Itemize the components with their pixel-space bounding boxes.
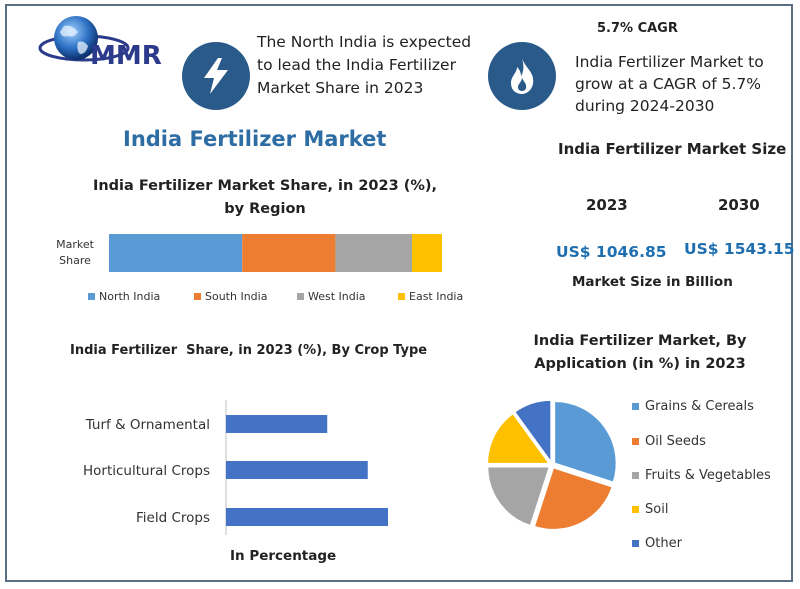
pie-legend-label-soil: Soil — [645, 502, 668, 517]
legend-swatch-east-india — [398, 293, 405, 300]
lightning-icon — [204, 58, 228, 94]
region-chart: Market Share North India South India West I… — [40, 228, 480, 308]
pie-slice-grains-cereals — [553, 400, 618, 484]
legend-label-east-india: East India — [409, 290, 463, 303]
market-size-footer: Market Size in Billion — [572, 274, 733, 290]
region-category-label: Market Share — [56, 238, 94, 267]
pie-slice-other — [513, 399, 552, 465]
lightning-badge — [182, 42, 250, 110]
pie-legend-label-oil-seeds: Oil Seeds — [645, 434, 706, 449]
pie-legend-swatch-grains-cereals — [632, 403, 639, 410]
pie-legend-swatch-oil-seeds — [632, 438, 639, 445]
region-bar-west-india — [335, 234, 413, 272]
logo-text: MMR — [90, 41, 162, 71]
pie-legend-swatch-other — [632, 540, 639, 547]
crop-chart-title: India Fertilizer Share, in 2023 (%), By … — [70, 343, 428, 358]
crop-tick-field-crops: Field Crops — [136, 510, 210, 526]
legend-swatch-west-india — [297, 293, 304, 300]
pie-slice-fruits-vegetables — [486, 466, 551, 527]
cagr-title: 5.7% CAGR — [597, 21, 678, 36]
year-2030: 2030 — [718, 196, 760, 214]
logo: MMR — [38, 12, 168, 74]
pie-slice-oil-seeds — [533, 466, 614, 531]
pie-legend-label-fruits-vegetables: Fruits & Vegetables — [645, 468, 771, 483]
pie-legend-label-grains-cereals: Grains & Cereals — [645, 399, 754, 414]
application-chart: Grains & Cereals Oil Seeds Fruits & Vegeta… — [480, 395, 790, 565]
crop-xlabel: In Percentage — [230, 548, 336, 564]
region-bar-north-india — [109, 234, 243, 272]
pie-legend-swatch-fruits-vegetables — [632, 472, 639, 479]
region-chart-svg: Market Share North India South India West I… — [56, 234, 463, 303]
value-2023: US$ 1046.85 — [556, 243, 667, 261]
flame-icon — [511, 58, 534, 94]
region-bar-east-india — [412, 234, 442, 272]
year-2023: 2023 — [586, 196, 628, 214]
pie-legend-label-other: Other — [645, 536, 683, 551]
globe-icon: MMR — [38, 16, 162, 71]
pie-chart-title: India Fertilizer Market, By Application … — [533, 333, 747, 372]
value-2030: US$ 1543.15 — [684, 240, 795, 258]
crop-tick-horticultural-crops: Horticultural Crops — [83, 463, 210, 479]
crop-bar-turf-ornamental — [226, 415, 328, 433]
application-chart-svg: Grains & Cereals Oil Seeds Fruits & Vegeta… — [486, 399, 771, 551]
crop-bar-horticultural-crops — [226, 461, 368, 479]
region-chart-title: India Fertilizer Market Share, in 2023 (… — [92, 178, 438, 217]
market-size-title: India Fertilizer Market Size — [558, 140, 787, 158]
legend-label-north-india: North India — [99, 290, 160, 303]
pie-slice-soil — [486, 412, 551, 465]
north-india-callout: The North India is expected to lead the … — [257, 33, 472, 97]
crop-bar-field-crops — [226, 508, 388, 526]
pie-legend-swatch-soil — [632, 506, 639, 513]
crop-chart: Turf & Ornamental Horticultural Crops Fiel… — [40, 400, 420, 570]
crop-chart-svg: Turf & Ornamental Horticultural Crops Fiel… — [83, 400, 388, 564]
legend-swatch-south-india — [194, 293, 201, 300]
legend-swatch-north-india — [88, 293, 95, 300]
main-title: India Fertilizer Market — [123, 127, 387, 151]
region-bar-south-india — [242, 234, 336, 272]
crop-tick-turf-ornamental: Turf & Ornamental — [85, 417, 210, 433]
legend-label-west-india: West India — [308, 290, 366, 303]
legend-label-south-india: South India — [205, 290, 267, 303]
infographic-frame — [5, 4, 793, 582]
flame-badge — [488, 42, 556, 110]
cagr-callout: India Fertilizer Market to grow at a CAG… — [575, 53, 764, 115]
